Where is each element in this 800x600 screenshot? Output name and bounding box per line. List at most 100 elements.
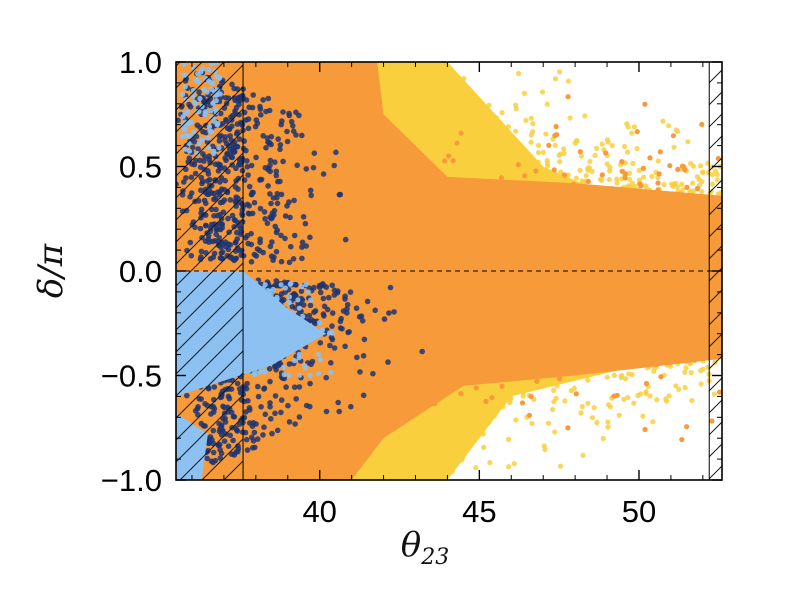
navy-point xyxy=(245,398,251,404)
orange-point xyxy=(546,321,552,327)
yellow-point xyxy=(585,377,591,383)
orange-point xyxy=(475,208,481,214)
navy-point xyxy=(290,128,297,134)
yellow-point xyxy=(434,95,440,101)
orange-point xyxy=(555,359,561,365)
orange-point xyxy=(560,349,567,355)
lightblue-point xyxy=(277,317,283,323)
orange-point xyxy=(655,180,661,186)
navy-point xyxy=(320,171,327,177)
navy-point xyxy=(251,251,258,258)
yellow-point xyxy=(458,144,464,150)
navy-point xyxy=(306,312,313,319)
yellow-point xyxy=(473,148,479,154)
lightblue-point xyxy=(297,372,303,378)
navy-point xyxy=(310,164,317,171)
lightblue-point xyxy=(272,320,278,326)
orange-point xyxy=(425,321,431,327)
orange-point xyxy=(398,386,404,392)
navy-point xyxy=(296,384,303,390)
yellow-point xyxy=(435,476,441,480)
orange-point xyxy=(420,185,426,191)
lightblue-point xyxy=(289,336,295,342)
orange-point xyxy=(419,200,425,206)
orange-point xyxy=(445,153,452,159)
yellow-point xyxy=(402,128,408,134)
navy-point xyxy=(336,408,343,415)
orange-point xyxy=(511,236,517,242)
orange-point xyxy=(475,256,481,262)
orange-point xyxy=(670,133,677,139)
orange-point xyxy=(555,217,562,223)
navy-point xyxy=(307,234,313,241)
lightblue-point xyxy=(254,341,260,347)
yellow-point xyxy=(426,470,432,476)
orange-point xyxy=(515,162,521,168)
yellow-point xyxy=(578,410,584,416)
orange-point xyxy=(563,283,569,289)
lightblue-point xyxy=(247,340,253,346)
orange-point xyxy=(332,135,339,142)
orange-point xyxy=(585,178,591,184)
orange-point xyxy=(668,238,674,244)
yellow-point xyxy=(494,403,500,409)
orange-point xyxy=(398,233,404,240)
yellow-point xyxy=(688,370,694,376)
orange-point xyxy=(551,290,557,296)
orange-point xyxy=(505,209,511,215)
orange-point xyxy=(530,297,537,303)
orange-point xyxy=(456,270,462,276)
orange-point xyxy=(470,297,476,303)
orange-point xyxy=(654,283,660,289)
navy-point xyxy=(294,162,301,169)
yellow-point xyxy=(424,425,430,431)
orange-point xyxy=(688,243,694,249)
orange-point xyxy=(510,187,516,194)
orange-point xyxy=(687,337,693,343)
orange-point xyxy=(450,158,456,164)
orange-point xyxy=(703,214,710,220)
orange-point xyxy=(438,329,444,335)
yellow-point xyxy=(466,390,472,396)
orange-point xyxy=(566,353,572,360)
yellow-point xyxy=(557,69,563,75)
lightblue-point xyxy=(300,313,306,320)
yellow-point xyxy=(481,172,487,178)
orange-point xyxy=(604,258,610,264)
orange-point xyxy=(517,347,523,353)
yellow-point xyxy=(463,142,469,148)
orange-point xyxy=(614,392,620,398)
navy-point xyxy=(243,436,250,443)
navy-point xyxy=(356,314,363,320)
orange-point xyxy=(498,318,504,324)
orange-point xyxy=(634,286,640,292)
navy-point xyxy=(302,220,309,227)
orange-point xyxy=(633,188,639,194)
orange-point xyxy=(408,375,414,381)
orange-point xyxy=(454,244,460,250)
yellow-point xyxy=(477,163,484,169)
orange-point xyxy=(580,233,586,239)
orange-point xyxy=(573,262,579,268)
orange-point xyxy=(620,247,627,253)
orange-point xyxy=(333,251,339,257)
orange-point xyxy=(630,315,636,321)
yellow-point xyxy=(511,461,517,467)
yellow-point xyxy=(421,120,428,126)
orange-point xyxy=(327,208,333,214)
lightblue-point xyxy=(246,368,252,374)
orange-point xyxy=(698,273,704,279)
yellow-point xyxy=(604,161,610,167)
navy-point xyxy=(342,293,348,300)
lightblue-point xyxy=(257,369,263,375)
lightblue-point xyxy=(268,322,274,328)
navy-point xyxy=(292,421,298,427)
lightblue-point xyxy=(243,348,250,354)
lightblue-point xyxy=(266,337,272,343)
orange-point xyxy=(369,297,375,303)
orange-point xyxy=(443,359,450,365)
yellow-point xyxy=(493,115,499,121)
navy-point xyxy=(269,210,276,216)
yellow-point xyxy=(469,155,475,161)
